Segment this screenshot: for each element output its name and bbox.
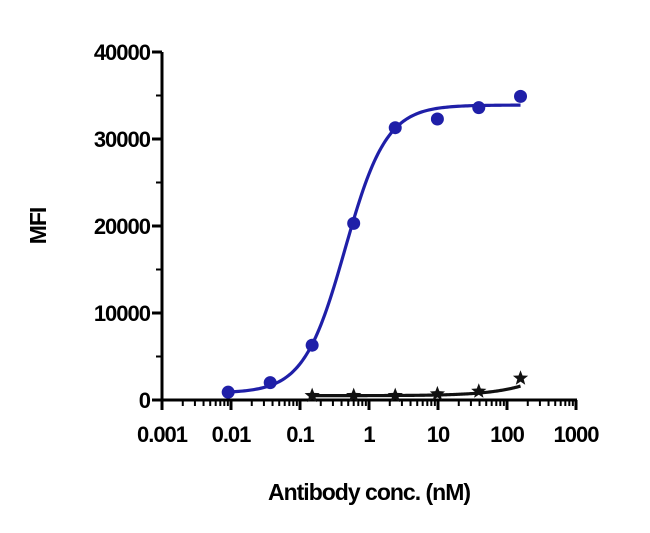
y-tick-label: 20000 bbox=[94, 214, 151, 239]
data-point-series-2 bbox=[387, 387, 403, 403]
y-tick-label: 0 bbox=[139, 388, 151, 413]
fit-curve-series-1 bbox=[227, 103, 521, 394]
data-point-series-1 bbox=[221, 385, 235, 399]
y-tick-label: 10000 bbox=[94, 301, 151, 326]
fit-curves bbox=[227, 103, 521, 398]
x-tick-label: 0.1 bbox=[286, 422, 314, 447]
x-axis-title: Antibody conc. (nM) bbox=[268, 479, 470, 505]
x-tick-label: 1 bbox=[363, 422, 375, 447]
data-point-series-1 bbox=[347, 216, 361, 230]
y-axis-title: MFI bbox=[25, 208, 51, 245]
data-points bbox=[221, 89, 529, 403]
data-point-series-2 bbox=[512, 370, 529, 385]
data-point-series-1 bbox=[263, 376, 277, 390]
axes: 0 10000 20000 30000 40000 0.001 0.01 0.1 1 10 100 1… bbox=[94, 40, 600, 447]
y-tick-label: 40000 bbox=[94, 40, 151, 65]
data-point-series-1 bbox=[388, 121, 402, 135]
x-tick-label: 0.001 bbox=[137, 422, 188, 447]
x-tick-label: 0.01 bbox=[212, 422, 252, 447]
data-point-series-2 bbox=[304, 387, 320, 403]
data-point-series-1 bbox=[472, 101, 486, 115]
x-tick-label: 1000 bbox=[554, 422, 600, 447]
data-point-series-2 bbox=[346, 387, 362, 403]
data-point-series-2 bbox=[429, 385, 445, 401]
data-point-series-1 bbox=[305, 338, 319, 352]
data-point-series-1 bbox=[430, 112, 444, 126]
x-tick-label: 10 bbox=[427, 422, 450, 447]
data-point-series-2 bbox=[471, 383, 487, 398]
data-point-series-1 bbox=[514, 89, 528, 103]
fit-curve-series-2 bbox=[312, 384, 521, 398]
y-tick-label: 30000 bbox=[94, 127, 151, 152]
x-tick-label: 100 bbox=[490, 422, 524, 447]
